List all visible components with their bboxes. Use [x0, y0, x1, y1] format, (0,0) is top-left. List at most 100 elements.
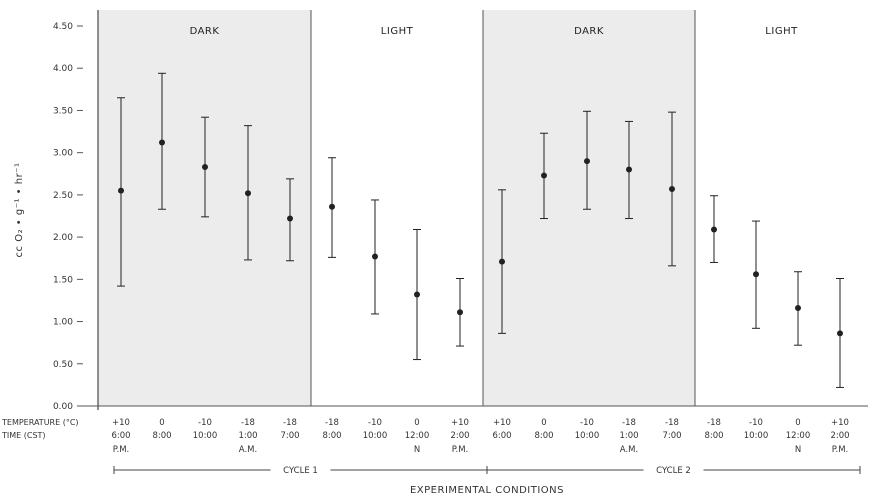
- mean-point: [669, 185, 675, 192]
- data-point-group: [286, 178, 294, 262]
- mean-point: [159, 139, 165, 146]
- mean-point: [287, 215, 293, 222]
- data-point-group: [117, 97, 125, 287]
- data-point-group: [668, 111, 676, 267]
- y-tick-label: 4.00: [53, 64, 73, 74]
- y-tick-label: 2.50: [53, 191, 73, 201]
- y-tick-label: 2.00: [53, 233, 73, 243]
- region-dark-3: [483, 10, 695, 406]
- temperature-label: -10: [368, 418, 382, 428]
- y-axis-title: cc O₂ • g⁻¹ • hr⁻¹: [14, 163, 25, 258]
- data-point-group: [371, 199, 379, 315]
- temperature-label: 0: [541, 418, 546, 428]
- data-point-group: [540, 132, 548, 220]
- data-point-group: [244, 125, 252, 261]
- x-axis-title: EXPERIMENTAL CONDITIONS: [410, 485, 564, 496]
- mean-point: [329, 203, 335, 210]
- y-tick-label: 0.00: [53, 402, 73, 412]
- mean-point: [837, 330, 843, 337]
- time-note-label: P.M.: [452, 445, 469, 455]
- temperature-label: -10: [580, 418, 594, 428]
- mean-point: [414, 291, 420, 298]
- temperature-label: -18: [241, 418, 255, 428]
- mean-point: [202, 164, 208, 171]
- time-note-label: N: [795, 445, 801, 455]
- y-tick-label: 1.00: [53, 318, 73, 328]
- data-point-group: [583, 110, 591, 210]
- data-point-group: [625, 120, 633, 220]
- temperature-label: -18: [665, 418, 679, 428]
- time-note-label: N: [414, 445, 420, 455]
- y-tick-label: 1.50: [53, 275, 73, 285]
- temperature-label: 0: [159, 418, 164, 428]
- region-light-2: [311, 10, 483, 406]
- mean-point: [372, 253, 378, 260]
- mean-point: [541, 172, 547, 179]
- time-label: 2:00: [830, 431, 849, 441]
- temperature-label: -18: [325, 418, 339, 428]
- y-tick-label: 4.50: [53, 22, 73, 32]
- region-light-4: [695, 10, 868, 406]
- time-label: 2:00: [450, 431, 469, 441]
- region-backgrounds: DARK LIGHT DARK LIGHT: [98, 10, 868, 406]
- mean-point: [626, 166, 632, 173]
- data-point-group: [201, 116, 209, 218]
- region-label: DARK: [574, 26, 604, 37]
- temperature-label: +10: [451, 418, 469, 428]
- temperature-label: 0: [414, 418, 419, 428]
- time-label: 7:00: [662, 431, 681, 441]
- mean-point: [711, 226, 717, 233]
- mean-point: [584, 158, 590, 165]
- data-point-group: [794, 271, 802, 346]
- data-point-group: [752, 220, 760, 329]
- time-note-label: P.M.: [832, 445, 849, 455]
- temperature-label: -18: [622, 418, 636, 428]
- data-point-group: [836, 277, 844, 388]
- time-label: 6:00: [492, 431, 511, 441]
- cycle-label: CYCLE 2: [656, 466, 691, 476]
- data-point-group: [498, 189, 506, 334]
- time-label: 8:00: [152, 431, 171, 441]
- time-label: 8:00: [704, 431, 723, 441]
- time-label: 7:00: [280, 431, 299, 441]
- y-tick-label: 3.00: [53, 149, 73, 159]
- time-label: 12:00: [786, 431, 811, 441]
- time-label: 8:00: [534, 431, 553, 441]
- region-label: LIGHT: [765, 26, 798, 37]
- temperature-row-header: TEMPERATURE (°C): [1, 418, 79, 427]
- mean-point: [499, 258, 505, 265]
- time-label: 10:00: [744, 431, 769, 441]
- data-point-group: [328, 157, 336, 258]
- region-label: LIGHT: [381, 26, 414, 37]
- time-label: 1:00: [238, 431, 257, 441]
- time-row-header: TIME (CST): [1, 431, 46, 440]
- mean-point: [118, 187, 124, 194]
- mean-point: [753, 271, 759, 278]
- temperature-label: -18: [283, 418, 297, 428]
- mean-point: [245, 190, 251, 197]
- data-point-group: [158, 72, 166, 210]
- condition-labels: TEMPERATURE (°C) TIME (CST) +10 6:00 P.M. 0 8:…: [1, 418, 861, 476]
- data-point-group: [456, 277, 464, 347]
- temperature-label: +10: [112, 418, 130, 428]
- cycle-label: CYCLE 1: [283, 466, 318, 476]
- region-label: DARK: [190, 26, 220, 37]
- time-note-label: A.M.: [239, 445, 257, 455]
- mean-point: [457, 309, 463, 316]
- temperature-label: -10: [749, 418, 763, 428]
- data-marks: [117, 72, 844, 388]
- temperature-label: -10: [198, 418, 212, 428]
- time-label: 6:00: [111, 431, 130, 441]
- data-point-group: [413, 229, 421, 361]
- time-label: 8:00: [322, 431, 341, 441]
- time-label: 1:00: [619, 431, 638, 441]
- temperature-label: 0: [795, 418, 800, 428]
- y-tick-label: 0.50: [53, 360, 73, 370]
- temperature-label: +10: [831, 418, 849, 428]
- time-label: 10:00: [193, 431, 218, 441]
- y-tick-label: 3.50: [53, 106, 73, 116]
- time-label: 12:00: [405, 431, 430, 441]
- axes: 0.00 0.50 1.00 1.50 2.00 2.50 3.00 3.50 4.00 4.50: [53, 10, 868, 412]
- time-note-label: P.M.: [113, 445, 130, 455]
